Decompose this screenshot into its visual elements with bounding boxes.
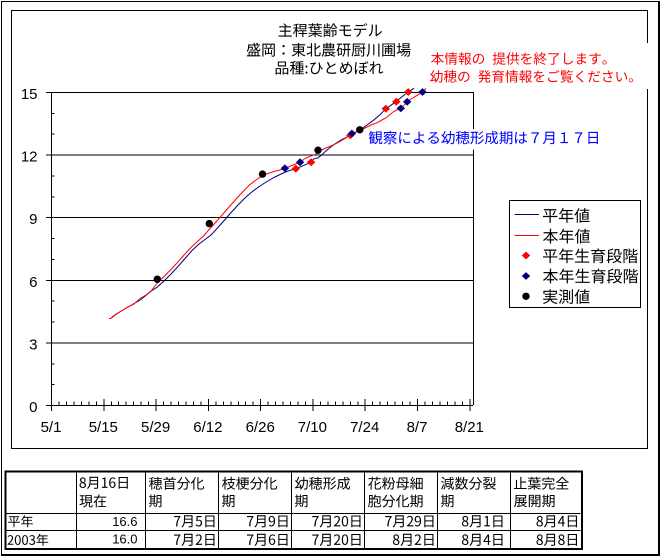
svg-text:12: 12 — [21, 149, 38, 166]
svg-text:6/26: 6/26 — [246, 419, 275, 436]
svg-text:7/10: 7/10 — [298, 419, 327, 436]
svg-text:5/29: 5/29 — [141, 419, 170, 436]
svg-text:16.6: 16.6 — [112, 514, 137, 529]
svg-text:7/24: 7/24 — [350, 419, 379, 436]
svg-text:6: 6 — [29, 274, 37, 291]
svg-text:8/21: 8/21 — [455, 419, 484, 436]
svg-text:15: 15 — [21, 86, 38, 103]
svg-text:16.0: 16.0 — [112, 532, 137, 547]
svg-text:5/15: 5/15 — [89, 419, 118, 436]
svg-text:6/12: 6/12 — [193, 419, 222, 436]
svg-text:3: 3 — [29, 336, 37, 353]
svg-text:5/1: 5/1 — [41, 419, 62, 436]
svg-text:8/7: 8/7 — [407, 419, 428, 436]
svg-text:9: 9 — [29, 211, 37, 228]
svg-text:0: 0 — [29, 399, 37, 416]
